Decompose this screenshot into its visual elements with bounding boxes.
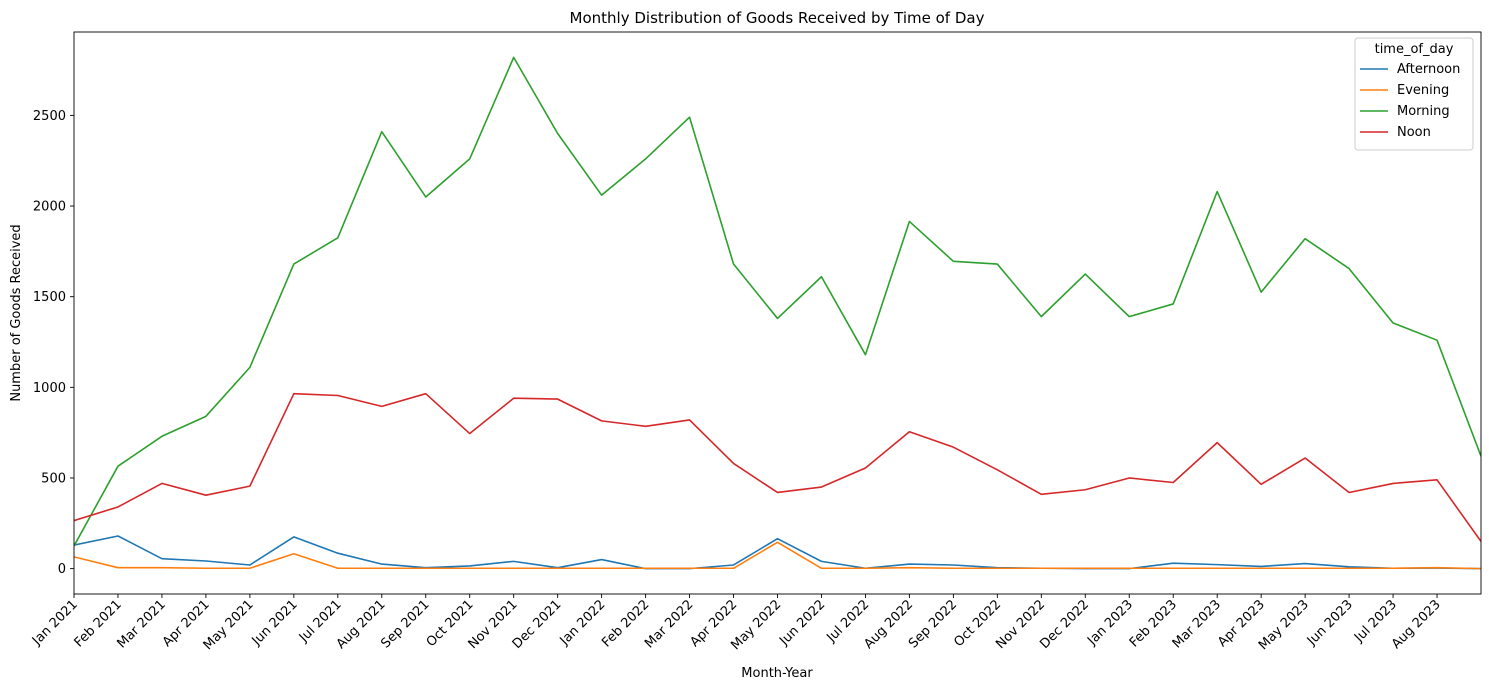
legend-title: time_of_day [1375,42,1454,57]
legend-label-afternoon: Afternoon [1397,62,1460,77]
series-line-noon [74,392,1481,542]
legend-label-evening: Evening [1397,83,1449,98]
y-tick-label: 0 [58,562,66,577]
series-line-evening [74,541,1481,570]
y-tick-label: 2500 [33,109,66,124]
x-tick-label: Sep 2022 [906,597,960,651]
legend-label-noon: Noon [1397,125,1431,140]
y-tick-label: 1000 [33,381,66,396]
legend: time_of_day Afternoon Evening Morning Noon [1354,37,1474,151]
y-tick-label: 2000 [33,200,66,215]
x-tick-label: Mar 2023 [1170,597,1224,651]
plot-frame [73,31,1482,595]
y-tick-label: 1500 [33,290,66,305]
chart-title: Monthly Distribution of Goods Received b… [570,9,985,27]
x-axis-title: Month-Year [741,666,813,681]
x-tick-label: Mar 2022 [642,597,696,651]
y-tick-label: 500 [41,471,66,486]
y-axis-title: Number of Goods Received [9,224,24,401]
series-line-afternoon [74,535,1481,570]
legend-label-morning: Morning [1397,104,1450,119]
x-tick-label: Jun 2022 [776,597,828,649]
series-line-morning [74,56,1481,547]
x-tick-label: Jun 2021 [249,597,301,649]
x-tick-label: Jun 2023 [1304,597,1356,649]
x-tick-label: Mar 2021 [114,597,168,651]
x-tick-label: Sep 2021 [378,597,432,651]
legend-box [1354,37,1474,151]
